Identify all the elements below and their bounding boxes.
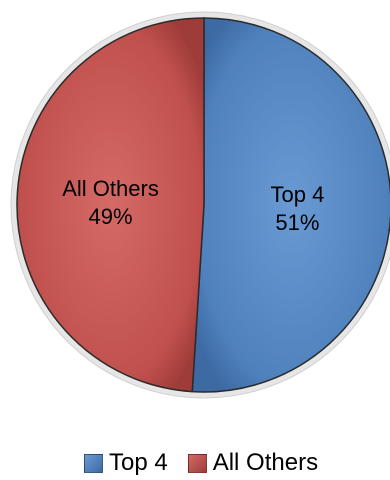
pie-slices (16, 17, 390, 393)
pie-slice-top-4 (191, 17, 390, 393)
legend: Top 4 All Others (84, 448, 338, 478)
legend-swatch-top-4 (84, 453, 103, 473)
pie-chart-svg: Top 4 51% All Others 49% (10, 11, 390, 399)
pie-slice-labels: Top 4 51% All Others 49% (62, 176, 324, 235)
legend-label-top-4: Top 4 (109, 449, 168, 476)
legend-item-all-others: All Others (187, 449, 319, 477)
pie-slice-all-others (16, 17, 205, 393)
slice-label-percent-top-4: 51% (275, 210, 319, 235)
slice-label-name-top-4: Top 4 (271, 182, 325, 207)
legend-swatch-all-others (187, 453, 207, 473)
slice-label-name-all-others: All Others (62, 176, 159, 201)
slice-label-percent-all-others: 49% (89, 204, 133, 229)
legend-item-top-4: Top 4 (84, 449, 168, 477)
legend-label-all-others: All Others (212, 449, 319, 476)
